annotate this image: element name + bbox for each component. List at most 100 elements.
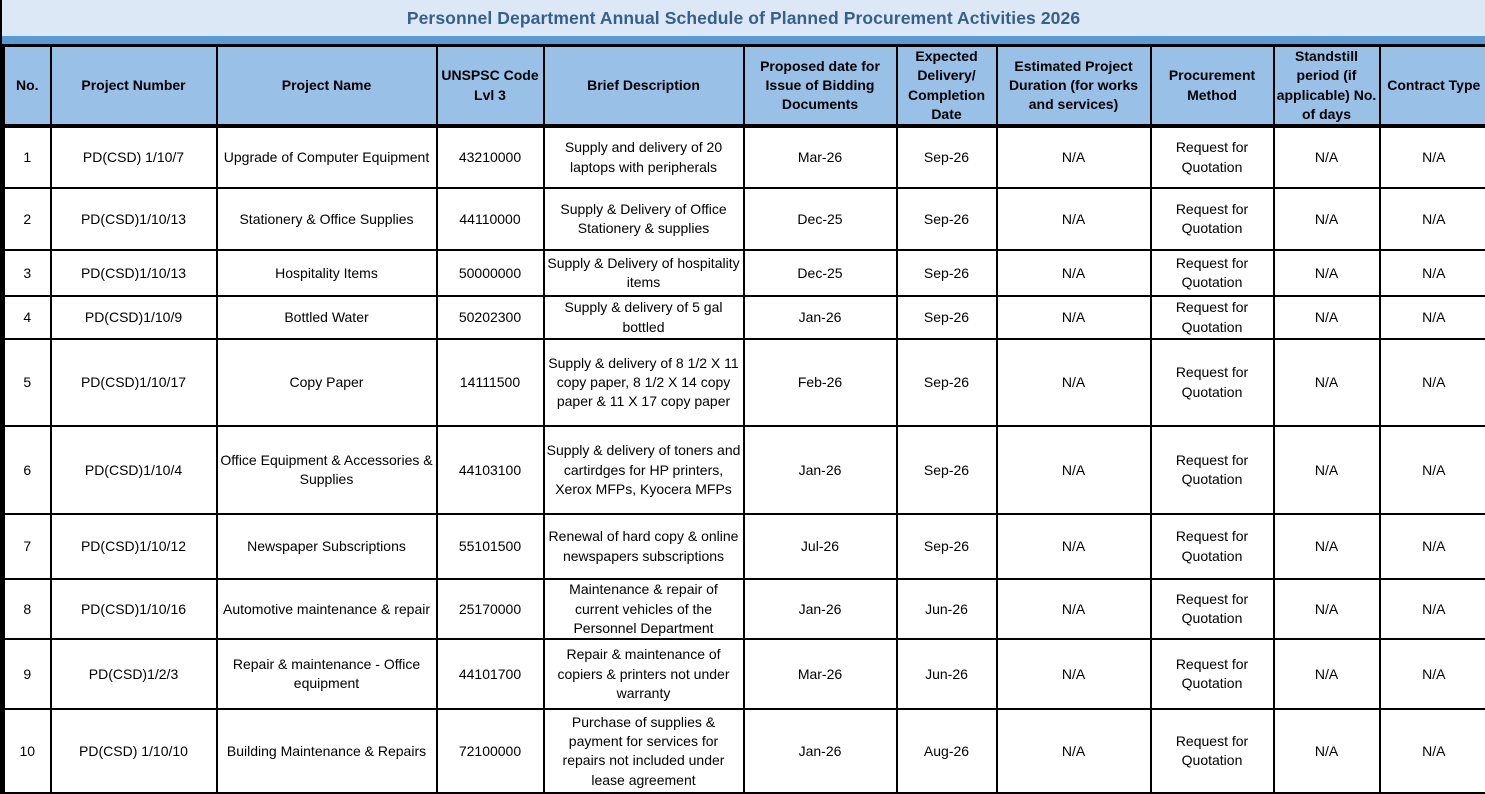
cell-project_name: Hospitality Items (215, 249, 438, 298)
cell-standstill_period: N/A (1272, 125, 1381, 190)
cell-project_number: PD(CSD)1/2/3 (49, 638, 218, 711)
cell-unspsc_code: 50202300 (435, 295, 545, 341)
cell-procurement_method: Request for Quotation (1149, 578, 1275, 641)
cell-project_name: Bottled Water (215, 295, 438, 341)
cell-procurement_method: Request for Quotation (1149, 513, 1275, 581)
cell-unspsc_code: 43210000 (435, 125, 545, 190)
cell-expected_delivery: Aug-26 (895, 708, 998, 794)
table-row: 4 PD(CSD)1/10/9 Bottled Water 50202300 Suppl… (2, 295, 1485, 341)
cell-estimated_duration: N/A (995, 249, 1152, 298)
cell-proposed_date: Mar-26 (742, 125, 898, 190)
cell-proposed_date: Dec-25 (742, 249, 898, 298)
cell-project_name: Stationery & Office Supplies (215, 187, 438, 252)
cell-expected_delivery: Sep-26 (895, 513, 998, 581)
cell-brief_description: Purchase of supplies & payment for servi… (542, 708, 745, 794)
cell-unspsc_code: 44103100 (435, 425, 545, 516)
cell-unspsc_code: 14111500 (435, 338, 545, 428)
column-header-no: No. (2, 44, 52, 129)
cell-standstill_period: N/A (1272, 578, 1381, 641)
table-row: 3 PD(CSD)1/10/13 Hospitality Items 50000000… (2, 249, 1485, 298)
cell-no: 8 (2, 578, 52, 641)
cell-contract_type: N/A (1378, 513, 1485, 581)
cell-proposed_date: Jul-26 (742, 513, 898, 581)
cell-estimated_duration: N/A (995, 295, 1152, 341)
column-header-unspsc_code: UNSPSC Code Lvl 3 (435, 44, 545, 129)
cell-procurement_method: Request for Quotation (1149, 295, 1275, 341)
title-bar: Personnel Department Annual Schedule of … (2, 0, 1485, 36)
cell-procurement_method: Request for Quotation (1149, 187, 1275, 252)
cell-estimated_duration: N/A (995, 425, 1152, 516)
cell-brief_description: Supply and delivery of 20 laptops with p… (542, 125, 745, 190)
cell-project_name: Office Equipment & Accessories & Supplie… (215, 425, 438, 516)
cell-project_name: Automotive maintenance & repair (215, 578, 438, 641)
cell-project_number: PD(CSD) 1/10/7 (49, 125, 218, 190)
table-row: 2 PD(CSD)1/10/13 Stationery & Office Suppl… (2, 187, 1485, 252)
cell-contract_type: N/A (1378, 187, 1485, 252)
cell-no: 1 (2, 125, 52, 190)
cell-contract_type: N/A (1378, 425, 1485, 516)
cell-contract_type: N/A (1378, 249, 1485, 298)
cell-project_number: PD(CSD)1/10/13 (49, 187, 218, 252)
cell-brief_description: Supply & delivery of 8 1/2 X 11 copy pap… (542, 338, 745, 428)
cell-no: 2 (2, 187, 52, 252)
cell-brief_description: Maintenance & repair of current vehicles… (542, 578, 745, 641)
cell-standstill_period: N/A (1272, 708, 1381, 794)
table-row: 5 PD(CSD)1/10/17 Copy Paper 14111500 Supply … (2, 338, 1485, 428)
cell-no: 10 (2, 708, 52, 794)
cell-procurement_method: Request for Quotation (1149, 125, 1275, 190)
cell-procurement_method: Request for Quotation (1149, 249, 1275, 298)
cell-procurement_method: Request for Quotation (1149, 338, 1275, 428)
cell-estimated_duration: N/A (995, 513, 1152, 581)
cell-brief_description: Repair & maintenance of copiers & printe… (542, 638, 745, 711)
table-row: 9 PD(CSD)1/2/3 Repair & maintenance - Offi… (2, 638, 1485, 711)
column-header-expected_delivery: Expected Delivery/ Completion Date (895, 44, 998, 129)
cell-standstill_period: N/A (1272, 513, 1381, 581)
cell-project_name: Building Maintenance & Repairs (215, 708, 438, 794)
procurement-schedule-table: No. Project Number Project Name UNSPSC Code… (2, 44, 1485, 794)
cell-expected_delivery: Sep-26 (895, 338, 998, 428)
cell-brief_description: Renewal of hard copy & online newspapers… (542, 513, 745, 581)
cell-unspsc_code: 25170000 (435, 578, 545, 641)
cell-standstill_period: N/A (1272, 187, 1381, 252)
cell-contract_type: N/A (1378, 295, 1485, 341)
column-header-contract_type: Contract Type (1378, 44, 1485, 129)
table-header: No. Project Number Project Name UNSPSC Code… (2, 44, 1485, 129)
header-row: No. Project Number Project Name UNSPSC Code… (2, 44, 1485, 129)
cell-estimated_duration: N/A (995, 638, 1152, 711)
cell-no: 7 (2, 513, 52, 581)
cell-proposed_date: Mar-26 (742, 638, 898, 711)
cell-unspsc_code: 55101500 (435, 513, 545, 581)
column-header-standstill_period: Standstill period (if applicable) No. of… (1272, 44, 1381, 129)
cell-contract_type: N/A (1378, 708, 1485, 794)
cell-expected_delivery: Sep-26 (895, 125, 998, 190)
column-header-procurement_method: Procurement Method (1149, 44, 1275, 129)
cell-project_number: PD(CSD)1/10/4 (49, 425, 218, 516)
cell-brief_description: Supply & delivery of toners and cartirdg… (542, 425, 745, 516)
cell-proposed_date: Jan-26 (742, 708, 898, 794)
cell-project_number: PD(CSD)1/10/12 (49, 513, 218, 581)
cell-brief_description: Supply & Delivery of hospitality items (542, 249, 745, 298)
cell-project_name: Repair & maintenance - Office equipment (215, 638, 438, 711)
cell-no: 6 (2, 425, 52, 516)
table-body: 1 PD(CSD) 1/10/7 Upgrade of Computer Equip… (2, 125, 1485, 794)
cell-procurement_method: Request for Quotation (1149, 425, 1275, 516)
column-header-brief_description: Brief Description (542, 44, 745, 129)
cell-unspsc_code: 72100000 (435, 708, 545, 794)
cell-no: 4 (2, 295, 52, 341)
table-row: 8 PD(CSD)1/10/16 Automotive maintenance & … (2, 578, 1485, 641)
cell-standstill_period: N/A (1272, 338, 1381, 428)
cell-standstill_period: N/A (1272, 295, 1381, 341)
cell-project_number: PD(CSD)1/10/17 (49, 338, 218, 428)
cell-project_number: PD(CSD)1/10/16 (49, 578, 218, 641)
cell-unspsc_code: 50000000 (435, 249, 545, 298)
column-header-project_name: Project Name (215, 44, 438, 129)
cell-estimated_duration: N/A (995, 708, 1152, 794)
cell-project_number: PD(CSD) 1/10/10 (49, 708, 218, 794)
cell-expected_delivery: Sep-26 (895, 425, 998, 516)
cell-standstill_period: N/A (1272, 249, 1381, 298)
cell-unspsc_code: 44110000 (435, 187, 545, 252)
cell-proposed_date: Jan-26 (742, 295, 898, 341)
table-row: 6 PD(CSD)1/10/4 Office Equipment & Accesso… (2, 425, 1485, 516)
cell-expected_delivery: Sep-26 (895, 295, 998, 341)
cell-expected_delivery: Sep-26 (895, 249, 998, 298)
